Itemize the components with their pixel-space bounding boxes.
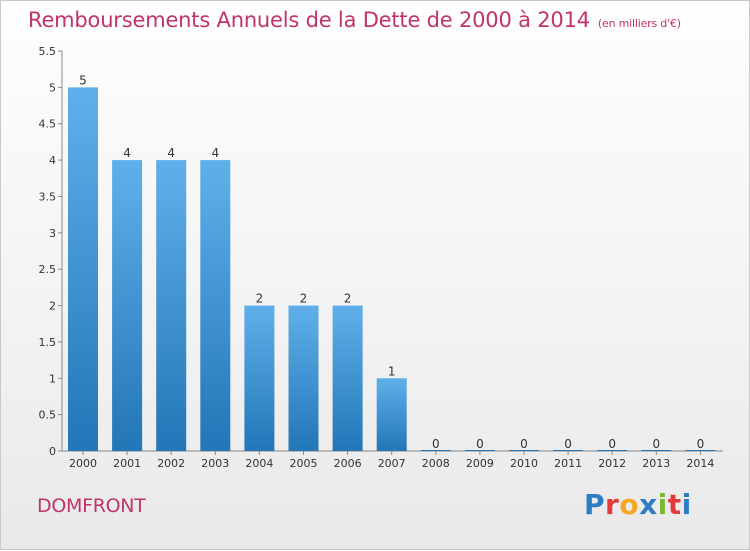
data-label: 4 (167, 146, 175, 160)
bar (685, 450, 716, 451)
bar (464, 450, 495, 451)
bar (641, 450, 672, 451)
x-tick-label: 2009 (466, 457, 494, 470)
x-tick-label: 2007 (378, 457, 406, 470)
y-tick-label: 1.5 (39, 336, 57, 349)
data-label: 4 (123, 146, 131, 160)
x-tick-label: 2010 (510, 457, 538, 470)
data-label: 2 (256, 292, 264, 306)
x-tick-label: 2012 (598, 457, 626, 470)
bar (68, 87, 98, 451)
x-tick-label: 2000 (69, 457, 97, 470)
x-tick-label: 2006 (334, 457, 362, 470)
logo-letter: t (667, 488, 682, 521)
bar (288, 305, 319, 451)
y-tick-label: 5.5 (39, 45, 57, 58)
x-tick-label: 2001 (113, 457, 141, 470)
bar (420, 450, 451, 451)
data-label: 2 (344, 292, 352, 306)
bar (200, 160, 231, 451)
data-label: 2 (300, 292, 308, 306)
x-tick-label: 2013 (642, 457, 670, 470)
data-label: 0 (652, 437, 660, 451)
data-label: 0 (476, 437, 484, 451)
proxiti-logo: Proxiti (584, 488, 692, 521)
data-label: 5 (79, 73, 87, 87)
y-tick-label: 0.5 (39, 409, 57, 422)
bar (156, 160, 187, 451)
bar (597, 450, 628, 451)
logo-letter: r (605, 488, 620, 521)
data-label: 1 (388, 364, 396, 378)
y-tick-label: 4.5 (39, 118, 57, 131)
logo-letter: i (657, 488, 668, 521)
chart-title: Remboursements Annuels de la Dette de 20… (28, 8, 681, 32)
x-tick-label: 2008 (422, 457, 450, 470)
y-tick-label: 3 (49, 227, 56, 240)
x-tick-label: 2005 (290, 457, 318, 470)
y-tick-label: 2 (49, 300, 56, 313)
data-label: 0 (608, 437, 616, 451)
x-tick-label: 2003 (201, 457, 229, 470)
data-label: 0 (520, 437, 528, 451)
y-tick-label: 3.5 (39, 190, 57, 203)
data-label: 0 (564, 437, 572, 451)
logo-letter: x (639, 488, 658, 521)
logo-letter: P (584, 488, 606, 521)
bar (376, 378, 407, 451)
data-label: 0 (697, 437, 705, 451)
x-tick-label: 2002 (157, 457, 185, 470)
bar (553, 450, 584, 451)
data-label: 4 (211, 146, 219, 160)
logo-letter: o (619, 488, 640, 521)
commune-name: DOMFRONT (37, 495, 146, 517)
y-tick-label: 5 (49, 81, 56, 94)
bar (509, 450, 539, 451)
bar (332, 305, 363, 451)
logo-letter: i (681, 488, 692, 521)
x-tick-label: 2011 (554, 457, 582, 470)
bar (112, 160, 143, 451)
bar (244, 305, 275, 451)
y-tick-label: 1 (49, 372, 56, 385)
x-tick-label: 2014 (686, 457, 714, 470)
y-tick-label: 2.5 (39, 263, 57, 276)
y-tick-label: 0 (49, 445, 56, 458)
data-label: 0 (432, 437, 440, 451)
y-tick-label: 4 (49, 154, 56, 167)
x-tick-label: 2004 (245, 457, 273, 470)
chart-subtitle: (en milliers d'€) (597, 17, 681, 30)
